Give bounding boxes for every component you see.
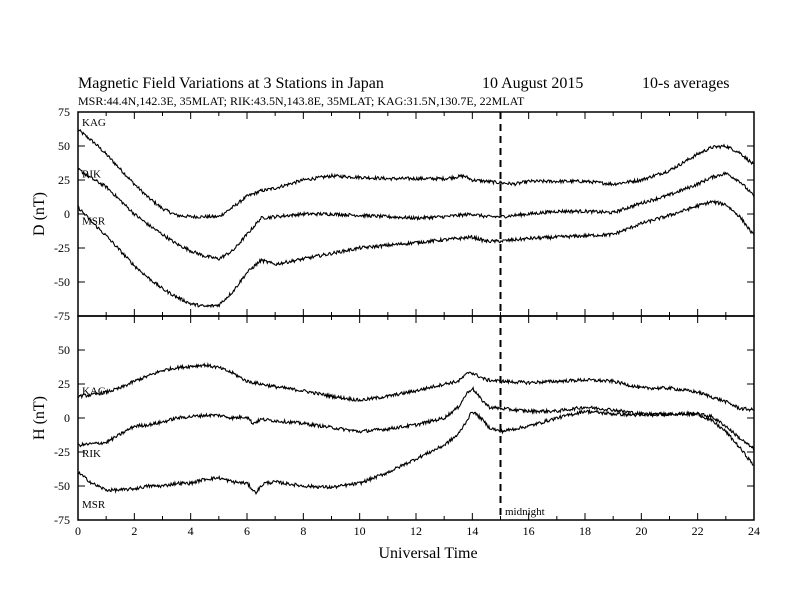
midnight-annotation: midnight bbox=[505, 506, 545, 518]
series-line-msr bbox=[77, 199, 755, 309]
series-line-rik bbox=[77, 385, 755, 451]
y-tick-label: 50 bbox=[58, 343, 70, 357]
y-tick-label: -25 bbox=[54, 241, 70, 255]
y-tick-label: 0 bbox=[64, 411, 70, 425]
y-tick-label: 25 bbox=[58, 377, 70, 391]
series-line-kag bbox=[77, 128, 754, 220]
series-line-rik bbox=[77, 167, 755, 261]
x-axis-label: Universal Time bbox=[378, 545, 477, 562]
x-tick-label: 6 bbox=[244, 524, 250, 538]
chart-date: 10 August 2015 bbox=[482, 75, 583, 92]
series-line-kag bbox=[77, 362, 755, 413]
x-tick-label: 0 bbox=[75, 524, 81, 538]
x-tick-label: 16 bbox=[523, 524, 535, 538]
series-line-msr bbox=[77, 408, 755, 496]
station-label-kag: KAG bbox=[82, 386, 106, 398]
y-tick-label: 25 bbox=[58, 173, 70, 187]
y-tick-label: 75 bbox=[58, 105, 70, 119]
x-tick-label: 20 bbox=[635, 524, 647, 538]
y-tick-label: -50 bbox=[54, 479, 70, 493]
station-label-msr: MSR bbox=[82, 499, 106, 511]
x-tick-label: 18 bbox=[579, 524, 591, 538]
y-tick-label: 0 bbox=[64, 207, 70, 221]
h-component-panel: 0 2 4 6 8 10 12 14 16 18 20 22 24-75-50-2502550KAGRI… bbox=[54, 315, 760, 538]
plot-frame bbox=[77, 111, 755, 317]
y-tick-label: -75 bbox=[54, 513, 70, 527]
chart-title: Magnetic Field Variations at 3 Stations … bbox=[78, 75, 384, 92]
x-tick-label: 10 bbox=[354, 524, 366, 538]
station-label-rik: RIK bbox=[82, 169, 101, 181]
d-component-panel: -75 -50 -25 0 25 50 75 KAG RIK MSR bbox=[54, 105, 755, 323]
x-tick-label: 4 bbox=[188, 524, 194, 538]
station-label-kag: KAG bbox=[82, 117, 106, 129]
x-tick-label: 8 bbox=[300, 524, 306, 538]
y-tick-label: -25 bbox=[54, 445, 70, 459]
d-axis-label: D (nT) bbox=[31, 192, 48, 236]
x-tick-label: 22 bbox=[692, 524, 704, 538]
x-tick-label: 12 bbox=[410, 524, 422, 538]
h-axis-label: H (nT) bbox=[31, 396, 48, 440]
station-label-msr: MSR bbox=[82, 215, 106, 227]
y-tick-label: 50 bbox=[58, 139, 70, 153]
x-tick-label: 2 bbox=[131, 524, 137, 538]
y-tick-label: -50 bbox=[54, 275, 70, 289]
station-label-rik: RIK bbox=[82, 448, 101, 460]
y-tick-label: -75 bbox=[54, 309, 70, 323]
x-tick-label: 14 bbox=[466, 524, 478, 538]
station-coordinates: MSR:44.4N,142.3E, 35MLAT; RIK:43.5N,143.… bbox=[78, 94, 525, 108]
averaging-note: 10-s averages bbox=[642, 75, 730, 92]
x-tick-label: 24 bbox=[748, 524, 760, 538]
